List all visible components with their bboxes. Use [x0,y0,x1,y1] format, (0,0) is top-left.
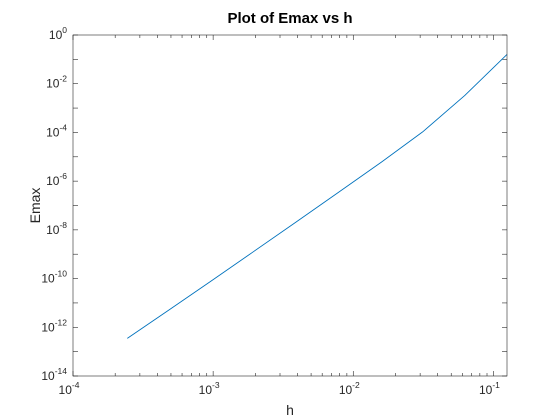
y-axis-ticks: 10-14 10-12 10-10 10-8 10-6 10-4 10-2 100 [41,25,507,383]
y-tick-label: 10-8 [46,220,67,237]
x-tick-label: 10-2 [339,380,360,397]
x-tick-label: 10-3 [199,380,220,397]
series-line [127,54,508,339]
axes-box [72,34,508,377]
y-tick-label: 10-6 [46,171,67,188]
x-axis-ticks: 10-4 10-3 10-2 10-1 [59,35,500,397]
plot-area [73,35,507,376]
series-layer [127,54,508,339]
x-tick-label: 10-1 [479,380,500,397]
y-axis-label: Emax [27,188,43,224]
y-tick-label: 10-12 [41,317,67,334]
y-tick-label: 10-2 [46,74,67,91]
x-tick-label: 10-4 [59,380,80,397]
chart-title: Plot of Emax vs h [227,10,352,27]
y-tick-label: 100 [49,25,67,42]
x-axis-label: h [286,402,294,418]
y-tick-label: 10-10 [41,269,67,286]
y-tick-label: 10-14 [41,366,67,383]
y-tick-label: 10-4 [46,122,67,139]
